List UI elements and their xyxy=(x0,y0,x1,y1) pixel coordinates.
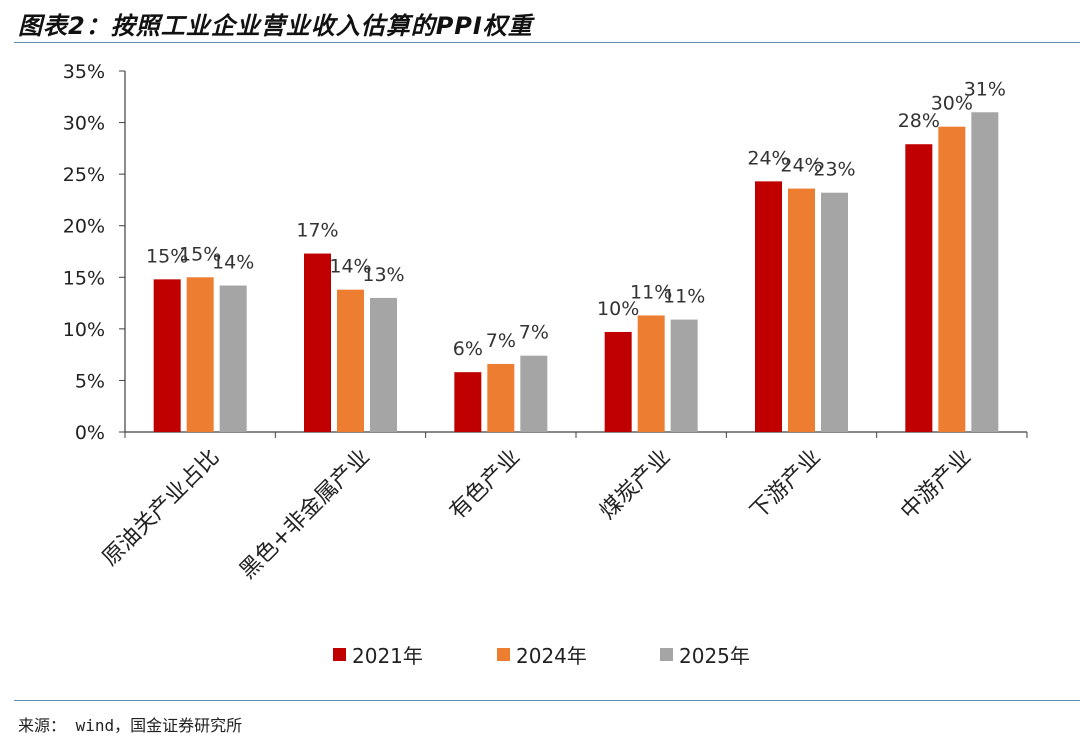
data-label: 24% xyxy=(747,147,789,169)
legend-swatch xyxy=(333,648,346,661)
bar xyxy=(153,279,181,432)
bar xyxy=(337,289,364,432)
data-label: 30% xyxy=(931,93,973,115)
category-label: 煤炭产业 xyxy=(595,445,675,525)
bar xyxy=(637,315,665,432)
data-label: 13% xyxy=(362,264,404,286)
category-label: 下游产业 xyxy=(746,445,826,525)
bar-chart: 0%5%10%15%20%25%30%35% 15%15%14%17%14%13… xyxy=(63,61,1028,668)
bar xyxy=(186,277,214,432)
data-label: 14% xyxy=(329,256,371,278)
data-label: 11% xyxy=(630,281,672,303)
data-label: 24% xyxy=(780,155,822,177)
bar xyxy=(304,253,331,432)
legend-swatch xyxy=(497,648,510,661)
data-label: 10% xyxy=(597,298,639,320)
chart-axes: 0% 5% 10% 15% 20% 25% 30% 35% xyxy=(63,61,1028,444)
data-label: 7% xyxy=(519,322,549,344)
y-tick-label: 10% xyxy=(63,319,105,341)
data-label: 31% xyxy=(964,78,1006,100)
category-label: 原油关产业占比 xyxy=(98,445,225,572)
legend-label: 2024年 xyxy=(516,644,587,668)
bar xyxy=(487,363,515,432)
data-label: 6% xyxy=(453,338,483,360)
y-tick-label: 0% xyxy=(75,422,105,444)
data-label: 7% xyxy=(486,330,516,352)
title-divider xyxy=(14,42,1080,43)
data-label: 15% xyxy=(179,243,221,265)
y-tick-label: 25% xyxy=(63,164,105,186)
bar xyxy=(938,126,966,432)
data-label: 15% xyxy=(146,245,188,267)
bar xyxy=(755,181,782,432)
source-note: 来源： wind，国金证券研究所 xyxy=(18,716,243,735)
y-tick-label: 5% xyxy=(75,370,105,392)
bar xyxy=(370,297,397,432)
bar xyxy=(520,355,548,432)
data-label: 28% xyxy=(898,110,940,132)
data-label: 11% xyxy=(663,286,705,308)
legend-label: 2021年 xyxy=(352,644,423,668)
legend-label: 2025年 xyxy=(679,644,750,668)
chart-data-labels: 15%15%14%17%14%13%6% 7% 7%10%11%11%24%24%2… xyxy=(146,78,1006,360)
y-tick-label: 15% xyxy=(63,267,105,289)
category-label: 黑色+非金属产业 xyxy=(235,445,375,585)
y-tick-label: 20% xyxy=(63,216,105,238)
chart-legend: 2021年 2024年 2025年 xyxy=(333,644,750,668)
bar xyxy=(670,319,698,432)
bar xyxy=(821,192,848,432)
bar xyxy=(219,285,247,432)
legend-swatch xyxy=(660,648,673,661)
category-label: 中游产业 xyxy=(896,445,976,525)
footer-divider xyxy=(14,700,1080,701)
category-label: 有色产业 xyxy=(445,445,525,525)
bar xyxy=(971,112,999,432)
bar xyxy=(788,188,815,432)
chart-bars xyxy=(153,112,999,432)
chart-category-labels: 原油关产业占比 黑色+非金属产业 有色产业 煤炭产业 下游产业 中游产业 xyxy=(98,445,976,585)
y-tick-label: 30% xyxy=(63,113,105,135)
y-tick-label: 35% xyxy=(63,61,105,83)
bar xyxy=(604,331,632,432)
chart-title: 图表2：按照工业企业营业收入估算的PPI权重 xyxy=(18,12,533,40)
data-label: 23% xyxy=(813,159,855,181)
bar xyxy=(454,372,482,432)
data-label: 14% xyxy=(212,252,254,274)
data-label: 17% xyxy=(296,220,338,242)
bar xyxy=(905,144,933,432)
